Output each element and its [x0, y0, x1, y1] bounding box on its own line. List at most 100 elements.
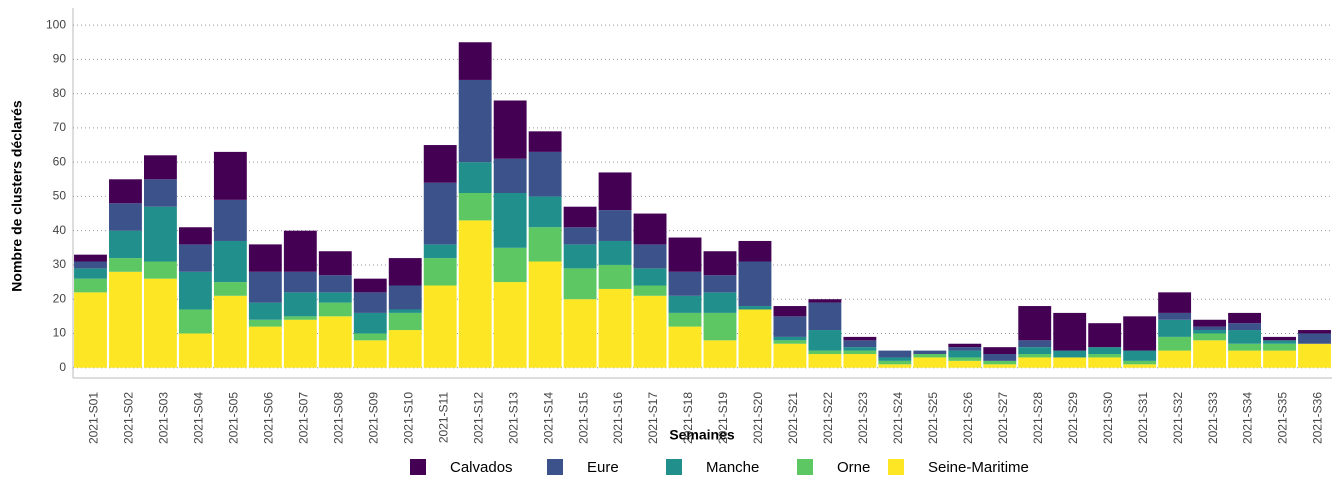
bar-segment [1228, 312, 1262, 324]
x-tick-label: 2021-S08 [331, 392, 345, 444]
bar-segment [843, 354, 877, 368]
bar-segment [283, 316, 317, 320]
bar-segment [703, 251, 737, 276]
x-tick-label: 2021-S16 [611, 392, 625, 444]
bar-segment [318, 275, 352, 293]
bar-segment [283, 271, 317, 293]
y-tick-label: 90 [53, 52, 67, 66]
bar-segment [423, 285, 457, 368]
bar-segment [493, 158, 527, 193]
y-tick-label: 30 [53, 257, 67, 271]
bar-segment [248, 244, 282, 272]
bar-segment [178, 227, 212, 245]
x-tick-label: 2021-S28 [1031, 392, 1045, 444]
x-tick-label: 2021-S30 [1101, 392, 1115, 444]
legend-label: Eure [587, 459, 619, 476]
x-tick-label: 2021-S06 [262, 392, 276, 444]
bar-segment [1018, 347, 1052, 355]
bar-segment [1158, 292, 1192, 313]
bar-segment [74, 278, 107, 293]
bar-segment [1088, 323, 1122, 348]
bar-segment [213, 295, 247, 368]
x-tick-label: 2021-S14 [541, 392, 555, 444]
x-tick-label: 2021-S35 [1276, 392, 1290, 444]
bar-segment [1018, 354, 1052, 358]
bar-segment [1298, 330, 1331, 334]
bar-segment [633, 285, 667, 296]
bar-segment [843, 336, 877, 341]
bar-segment [668, 237, 702, 272]
x-tick-label: 2021-S31 [1136, 392, 1150, 444]
bar-segment [109, 179, 142, 204]
y-tick-label: 100 [46, 17, 66, 31]
bar-segment [318, 251, 352, 276]
x-tick-label: 2021-S23 [856, 392, 870, 444]
bar-segment [74, 254, 107, 262]
bar-segment [388, 285, 422, 310]
bar-segment [878, 360, 912, 365]
bar-segment [563, 206, 597, 228]
x-tick-label: 2021-S12 [471, 392, 485, 444]
bar-segment [843, 347, 877, 351]
y-tick-label: 50 [53, 189, 67, 203]
bar-segment [1088, 357, 1122, 368]
legend-swatch [888, 459, 904, 475]
bar-segment [913, 350, 947, 355]
x-tick-label: 2021-S13 [506, 392, 520, 444]
bar-segment [248, 326, 282, 368]
bar-segment [143, 206, 177, 262]
bar-segment [1263, 336, 1296, 341]
bar-segment [143, 261, 177, 279]
legend-label: Calvados [450, 459, 513, 476]
bar-segment [1158, 350, 1192, 368]
bar-segment [598, 210, 632, 241]
bar-segment [1193, 330, 1227, 334]
x-tick-label: 2021-S20 [751, 392, 765, 444]
x-tick-label: 2021-S24 [891, 392, 905, 444]
bar-segment [458, 79, 492, 163]
bar-segment [1123, 350, 1157, 361]
bar-segment [178, 309, 212, 334]
bar-segment [388, 312, 422, 331]
bar-segment [109, 258, 142, 272]
bar-segment [248, 319, 282, 327]
bar-segment [353, 340, 387, 368]
y-tick-label: 80 [53, 86, 67, 100]
bar-segment [1193, 319, 1227, 327]
bar-segment [283, 319, 317, 368]
bar-segment [773, 316, 807, 337]
y-axis-title: Nombre de clusters déclarés [9, 100, 25, 292]
bar-segment [423, 258, 457, 286]
bar-segment [983, 347, 1017, 355]
bar-segment [668, 326, 702, 368]
bar-segment [808, 350, 842, 355]
bar-segment [808, 299, 842, 303]
bar-segment [1298, 343, 1331, 368]
bar-segment [703, 292, 737, 313]
x-tick-label: 2021-S27 [996, 392, 1010, 444]
x-axis-title: Semaines [669, 427, 735, 443]
bar-segment [1053, 350, 1087, 358]
bar-segment [633, 213, 667, 245]
bar-segment [1228, 323, 1262, 331]
bar-segment [1193, 333, 1227, 341]
bar-segment [423, 145, 457, 183]
bar-segment [178, 244, 212, 272]
bar-segment [353, 333, 387, 341]
bar-segment [703, 275, 737, 293]
bar-segment [109, 271, 142, 368]
bar-segment [528, 131, 562, 152]
bar-segment [213, 199, 247, 241]
bar-segment [458, 162, 492, 193]
legend-swatch [666, 459, 682, 475]
legend-label: Orne [837, 459, 870, 476]
x-tick-label: 2021-S29 [1066, 392, 1080, 444]
bar-segment [458, 220, 492, 368]
x-tick-label: 2021-S03 [157, 392, 171, 444]
bar-segment [318, 292, 352, 303]
bar-segment [143, 278, 177, 368]
bar-segment [563, 227, 597, 245]
y-tick-label: 10 [53, 326, 67, 340]
bar-segment [1018, 306, 1052, 341]
bar-segment [388, 309, 422, 313]
